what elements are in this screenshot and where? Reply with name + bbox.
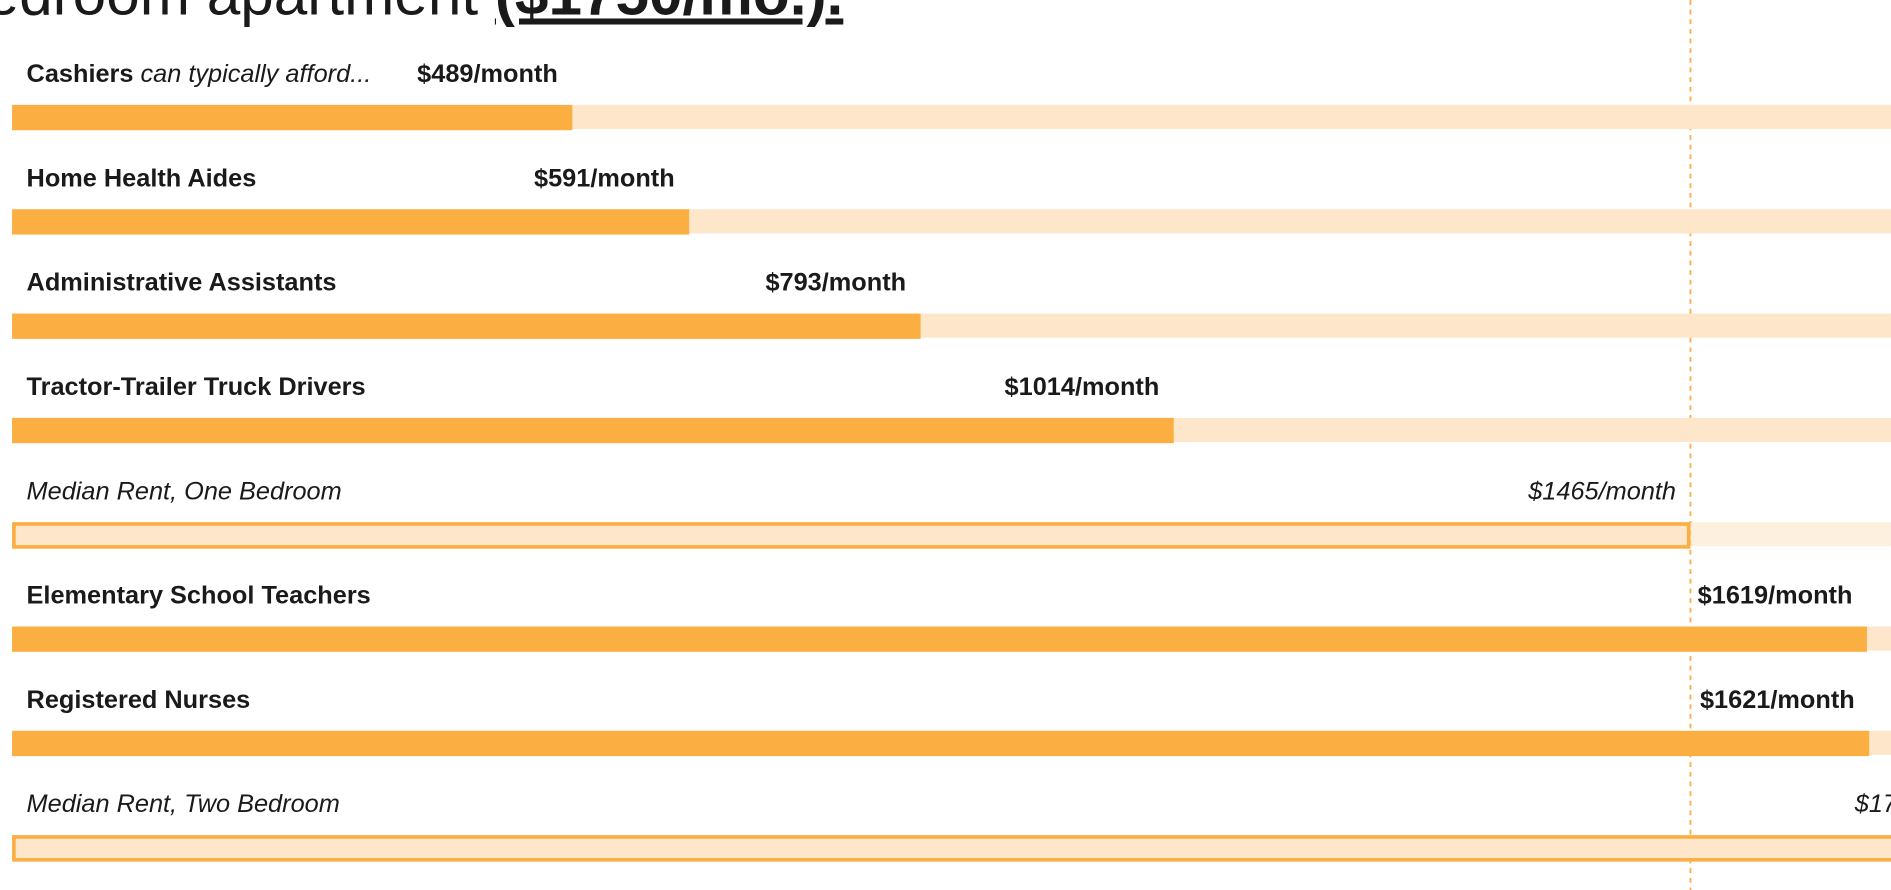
category-label: Median Rent, Two Bedroom [27, 790, 340, 818]
category-name: Registered Nurses [27, 686, 251, 714]
category-name: Median Rent, One Bedroom [27, 477, 342, 505]
category-label: Tractor-Trailer Truck Drivers [27, 373, 366, 401]
category-label: Cashiers can typically afford... [27, 60, 372, 88]
value-label: $1619/month [1698, 582, 1853, 610]
title: edroom apartment ($1750/mo.). [0, 0, 843, 27]
value-label: $1621/month [1700, 686, 1855, 714]
value-label: $793/month [765, 269, 906, 297]
category-label: Registered Nurses [27, 686, 251, 714]
value-label: $591/month [534, 164, 675, 192]
category-name: Home Health Aides [27, 164, 257, 192]
category-name: Cashiers [27, 60, 134, 88]
bar [12, 417, 1174, 444]
value-label: $1465/month [1527, 477, 1676, 505]
category-label: Home Health Aides [27, 164, 257, 192]
category-label: Administrative Assistants [27, 269, 337, 297]
bar [12, 522, 1691, 549]
annotation: can typically afford... [141, 60, 372, 88]
category-name: Elementary School Teachers [27, 582, 371, 610]
title-text: edroom apartment [0, 0, 478, 27]
category-name: Administrative Assistants [27, 269, 337, 297]
bar [12, 835, 1891, 862]
category-name: Tractor-Trailer Truck Drivers [27, 373, 366, 401]
bar [12, 730, 1870, 757]
title-highlight: ($1750/mo.). [495, 0, 843, 27]
category-label: Median Rent, One Bedroom [27, 477, 342, 505]
value-label: $1750/month [1854, 790, 1891, 818]
category-name: Median Rent, Two Bedroom [27, 790, 340, 818]
category-label: Elementary School Teachers [27, 582, 371, 610]
bar [12, 209, 690, 235]
value-label: $1014/month [1005, 373, 1160, 401]
bar [12, 626, 1867, 652]
value-label: $489/month [417, 60, 558, 88]
bar [12, 313, 921, 339]
bar [12, 104, 573, 131]
